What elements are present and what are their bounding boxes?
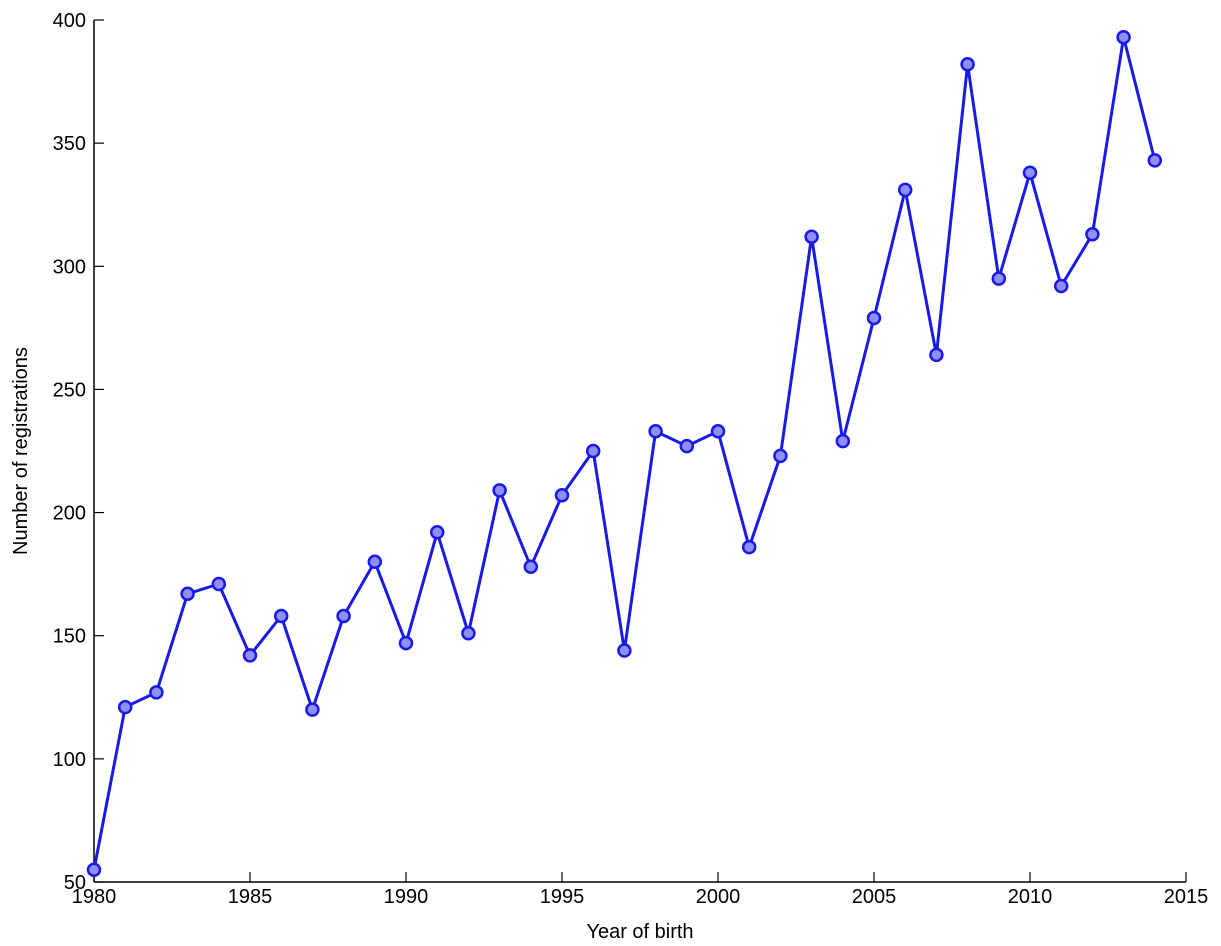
data-point [710,424,726,439]
data-point [305,702,320,717]
data-point [1147,153,1163,168]
data-point [117,699,133,715]
x-tick-label: 2015 [1164,886,1209,908]
data-point [585,443,601,459]
y-tick-label: 50 [64,872,86,894]
y-tick-label: 100 [53,749,86,771]
data-point [1116,29,1131,45]
y-tick-label: 300 [53,256,86,278]
data-point [461,626,476,641]
data-point [429,525,445,540]
data-point [492,483,507,498]
y-tick-label: 200 [53,503,86,525]
x-tick-label: 1990 [384,886,429,908]
data-point [367,554,383,570]
data-point [773,448,788,464]
data-point [679,438,695,454]
data-point [804,229,819,244]
x-tick-label: 1985 [228,886,273,908]
x-axis-label: Year of birth [586,921,693,943]
x-tick-label: 2000 [696,886,741,908]
y-tick-label: 400 [53,10,86,32]
x-tick-label: 2005 [852,886,897,908]
y-axis-label: Number of registrations [10,347,32,555]
data-point [897,182,913,198]
x-tick-label: 1995 [540,886,585,908]
data-point [991,271,1007,286]
data-point [273,608,289,624]
data-point [211,576,227,592]
data-point [554,488,570,503]
data-point [398,635,414,651]
data-point [741,539,757,555]
y-tick-label: 250 [53,379,86,401]
series-line [92,35,1157,870]
data-point [1085,227,1100,242]
data-point [617,643,632,658]
data-point [1053,278,1069,294]
data-point [866,310,882,326]
data-point [180,586,195,602]
y-tick-label: 150 [53,626,86,648]
data-point [523,559,539,575]
data-point [86,862,102,877]
data-point [929,347,944,363]
data-point [1022,165,1038,180]
data-point [648,424,663,439]
data-point [242,648,258,663]
data-series [86,29,1163,877]
x-tick-label: 2010 [1008,886,1053,908]
axes: 1980 1985 1990 1995 2000 2005 2010 2015 50 100 150… [53,10,1209,908]
data-point [336,608,351,624]
y-tick-label: 350 [53,133,86,155]
data-point [149,685,164,700]
data-point [960,57,975,72]
x-tick-label: 1980 [72,886,117,908]
data-point [835,433,851,449]
